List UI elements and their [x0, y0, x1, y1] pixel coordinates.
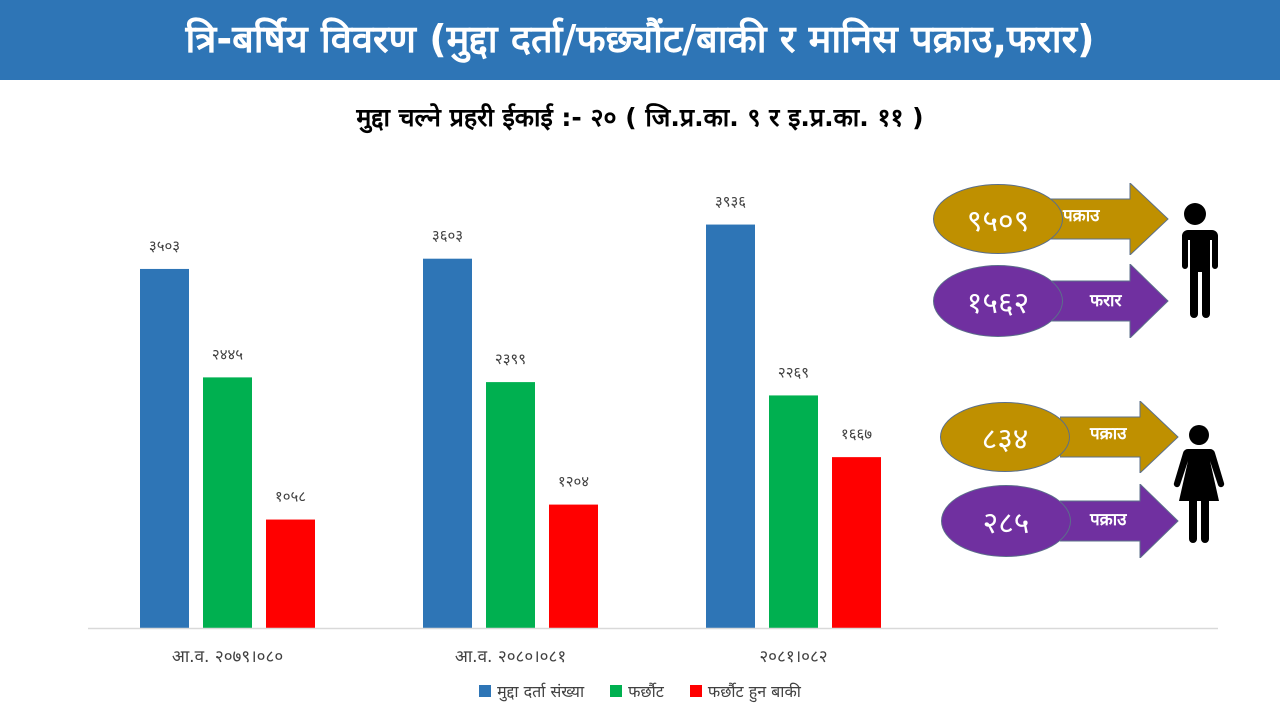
legend-item-settled: फर्छौट [610, 680, 664, 702]
bar [706, 224, 755, 628]
data-label: ३६०३ [432, 227, 463, 245]
data-label: २४४५ [212, 345, 243, 363]
data-label: ३९३६ [715, 193, 746, 211]
bar [140, 268, 189, 628]
data-label: १६६७ [841, 425, 872, 443]
category-label: आ.व. २०७९।०८० [172, 647, 283, 667]
stat-ellipse-female-arrested-2: २८५ [941, 485, 1071, 557]
data-label: १०५८ [275, 488, 306, 506]
legend-swatch [610, 685, 623, 697]
male-person-icon [1178, 203, 1218, 318]
legend-label: मुद्दा दर्ता संख्या [497, 682, 585, 701]
data-label: २३९९ [495, 350, 526, 368]
arrow-male-arrested [1040, 183, 1169, 255]
legend-swatch [479, 685, 492, 697]
legend-label: फर्छौट हुन बाकी [707, 682, 801, 701]
bar [769, 395, 818, 628]
arrow-label: फरार [1090, 291, 1122, 311]
bar [266, 519, 315, 628]
legend-swatch [689, 685, 702, 697]
bar [423, 258, 472, 628]
bar [549, 504, 598, 628]
legend-item-registered: मुद्दा दर्ता संख्या [479, 680, 584, 702]
arrow-male-absconding [1040, 264, 1169, 338]
page-title: त्रि-बर्षिय विवरण (मुद्दा दर्ता/फछ्यौंट/… [185, 17, 1095, 61]
stat-ellipse-male-arrested: ९५०९ [933, 184, 1063, 254]
data-label: २२६९ [778, 363, 809, 381]
title-banner: त्रि-बर्षिय विवरण (मुद्दा दर्ता/फछ्यौंट/… [0, 0, 1280, 80]
arrow-label: पक्राउ [1063, 206, 1100, 226]
arrow-female-arrested [1060, 401, 1179, 473]
legend-label: फर्छौट [628, 682, 664, 701]
arrow-label: पक्राउ [1090, 424, 1127, 444]
female-person-icon [1173, 425, 1225, 543]
data-label: ३५०३ [149, 237, 180, 255]
bar [486, 382, 535, 628]
legend-item-pending: फर्छौट हुन बाकी [689, 680, 801, 702]
bar [832, 457, 881, 628]
chart-legend: मुद्दा दर्ता संख्या फर्छौट फर्छौट हुन बा… [0, 680, 1280, 702]
stat-ellipse-female-arrested: ८३४ [940, 402, 1070, 472]
bar-chart: ३५०३ २४४५ १०५८ आ.व. २०७९।०८० ३६०३ २३९९ १२०४ आ.व… [88, 193, 1218, 667]
category-label: आ.व. २०८०।०८१ [455, 647, 566, 667]
category-label: २०८१।०८२ [759, 647, 827, 667]
subtitle: मुद्दा चल्ने प्रहरी ईकाई :- २० ( जि.प्र.… [356, 103, 924, 132]
arrow-female-arrested-2 [1060, 484, 1179, 558]
data-label: १२०४ [558, 473, 589, 491]
bar [203, 377, 252, 628]
stat-ellipse-male-absconding: १५६२ [933, 265, 1063, 337]
arrow-label: पक्राउ [1090, 510, 1127, 530]
